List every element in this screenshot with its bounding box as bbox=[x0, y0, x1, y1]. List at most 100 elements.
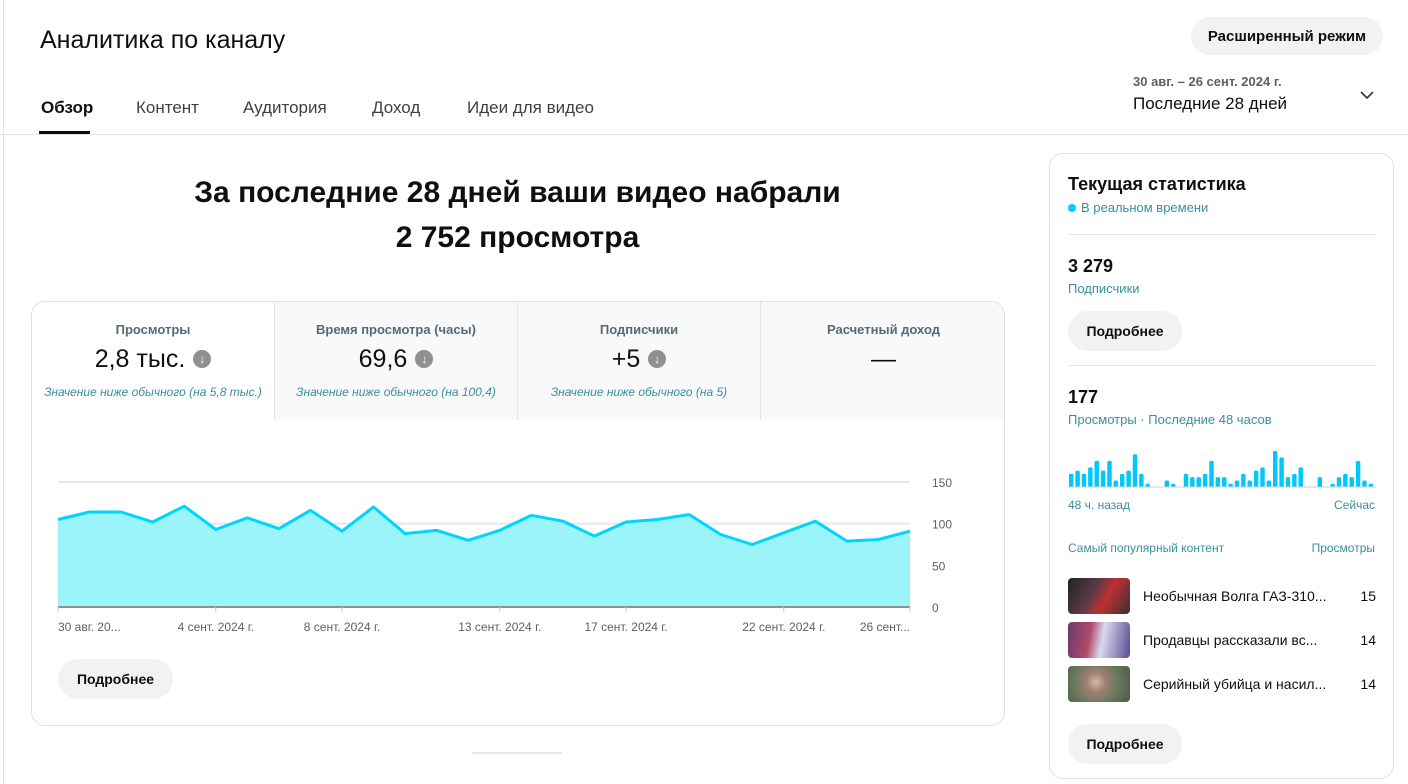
bar bbox=[1139, 473, 1144, 487]
tab-video-ideas[interactable]: Идеи для видео bbox=[467, 98, 594, 117]
views-48h-bar-chart bbox=[1068, 451, 1376, 488]
overview-card: Просмотры 2,8 тыс. ↓ Значение ниже обычно… bbox=[31, 301, 1005, 726]
metric-value: — bbox=[871, 344, 896, 373]
metric-watch-time[interactable]: Время просмотра (часы) 69,6 ↓ Значение ни… bbox=[275, 302, 518, 420]
more-button[interactable]: Подробнее bbox=[58, 659, 173, 699]
bar bbox=[1132, 454, 1138, 487]
bar bbox=[1273, 451, 1278, 487]
date-range[interactable]: 30 авг. – 26 сент. 2024 г. bbox=[1133, 74, 1282, 89]
bar-xlabel-left: 48 ч. назад bbox=[1068, 498, 1130, 512]
realtime-panel: Текущая статистика В реальном времени 3 … bbox=[1049, 153, 1394, 779]
top-video-item[interactable]: Серийный убийца и насил... 14 bbox=[1068, 666, 1376, 702]
video-title[interactable]: Серийный убийца и насил... bbox=[1143, 676, 1327, 692]
bar bbox=[1336, 477, 1342, 487]
views-value: 177 bbox=[1068, 387, 1099, 407]
divider bbox=[1068, 365, 1375, 366]
bar bbox=[1209, 460, 1214, 487]
top-video-item[interactable]: Необычная Волга ГАЗ-310... 15 bbox=[1068, 578, 1376, 614]
bar bbox=[1164, 480, 1170, 487]
subscribers-more-button[interactable]: Подробнее bbox=[1068, 311, 1182, 351]
realtime-title: Текущая статистика bbox=[1068, 174, 1246, 194]
bar bbox=[1362, 480, 1367, 487]
bar bbox=[1222, 477, 1227, 487]
bar bbox=[1196, 477, 1201, 487]
metric-value: 2,8 тыс. bbox=[94, 344, 186, 373]
metric-views[interactable]: Просмотры 2,8 тыс. ↓ Значение ниже обычно… bbox=[32, 302, 275, 420]
y-tick-label: 150 bbox=[932, 476, 952, 490]
subscribers-label: Подписчики bbox=[1068, 281, 1140, 296]
x-tick-label: 13 сент. 2024 г. bbox=[458, 620, 541, 634]
bar bbox=[1228, 483, 1233, 487]
bar bbox=[1183, 473, 1189, 487]
video-title[interactable]: Необычная Волга ГАЗ-310... bbox=[1143, 588, 1327, 604]
bar bbox=[1100, 470, 1106, 487]
bar bbox=[1292, 473, 1297, 487]
bar bbox=[1202, 473, 1208, 487]
bar bbox=[1355, 460, 1361, 487]
subscribers-value: 3 279 bbox=[1068, 256, 1114, 276]
metric-subscribers[interactable]: Подписчики +5 ↓ Значение ниже обычного (н… bbox=[518, 302, 761, 420]
metric-label: Просмотры bbox=[115, 322, 191, 337]
tab-overview[interactable]: Обзор bbox=[41, 98, 94, 117]
bar bbox=[1107, 460, 1112, 487]
arrow-down-icon: ↓ bbox=[415, 350, 434, 368]
bar bbox=[1190, 477, 1195, 487]
scrollbar[interactable] bbox=[472, 752, 562, 754]
headline: За последние 28 дней ваши видео набрали … bbox=[30, 170, 1005, 260]
divider bbox=[3, 0, 4, 784]
live-indicator: В реальном времени bbox=[1068, 200, 1208, 215]
bar bbox=[1145, 483, 1150, 487]
active-tab-indicator bbox=[39, 131, 90, 134]
metric-label: Подписчики bbox=[599, 322, 679, 337]
x-tick-label: 8 сент. 2024 г. bbox=[304, 620, 380, 634]
metric-value: +5 bbox=[611, 344, 641, 373]
metric-revenue[interactable]: Расчетный доход — bbox=[761, 302, 1004, 420]
bar bbox=[1298, 467, 1303, 487]
arrow-down-icon: ↓ bbox=[193, 350, 212, 368]
video-title[interactable]: Продавцы рассказали вс... bbox=[1143, 632, 1318, 648]
x-tick-label: 17 сент. 2024 г. bbox=[584, 620, 667, 634]
bar bbox=[1247, 480, 1252, 487]
area-fill bbox=[58, 506, 910, 607]
bar bbox=[1241, 473, 1246, 487]
video-views: 14 bbox=[1360, 632, 1376, 648]
bar bbox=[1113, 480, 1119, 487]
advanced-mode-button[interactable]: Расширенный режим bbox=[1191, 17, 1383, 55]
bar bbox=[1171, 483, 1176, 487]
live-dot-icon bbox=[1068, 203, 1076, 212]
tab-audience[interactable]: Аудитория bbox=[243, 98, 327, 117]
arrow-down-icon: ↓ bbox=[648, 350, 667, 368]
period-select[interactable]: Последние 28 дней bbox=[1133, 94, 1288, 113]
tab-revenue[interactable]: Доход bbox=[372, 98, 421, 117]
y-tick-label: 50 bbox=[932, 559, 946, 573]
bar-xlabel-right: Сейчас bbox=[1334, 498, 1375, 512]
bar bbox=[1094, 460, 1099, 487]
video-thumbnail[interactable] bbox=[1068, 622, 1130, 658]
bar bbox=[1368, 483, 1374, 487]
top-video-item[interactable]: Продавцы рассказали вс... 14 bbox=[1068, 622, 1376, 658]
bar bbox=[1330, 483, 1335, 487]
metric-note: Значение ниже обычного (на 5) bbox=[550, 385, 728, 399]
chevron-down-icon[interactable] bbox=[1358, 86, 1376, 104]
bar bbox=[1317, 477, 1323, 487]
bar bbox=[1279, 457, 1284, 487]
bar bbox=[1343, 473, 1348, 487]
bar bbox=[1234, 480, 1240, 487]
header-divider bbox=[0, 134, 1408, 135]
bar bbox=[1069, 473, 1074, 487]
y-tick-label: 100 bbox=[932, 518, 952, 532]
views-label: Просмотры · Последние 48 часов bbox=[1068, 412, 1272, 427]
bar bbox=[1075, 470, 1080, 487]
bar bbox=[1253, 470, 1259, 487]
top-content-header: Самый популярный контент bbox=[1068, 541, 1225, 555]
video-thumbnail[interactable] bbox=[1068, 666, 1130, 702]
x-tick-label: 26 сент... bbox=[860, 620, 910, 634]
tab-content[interactable]: Контент bbox=[136, 98, 199, 117]
series-line bbox=[57, 504, 911, 546]
x-tick-label: 30 авг. 20... bbox=[58, 620, 121, 634]
top-content-more-button[interactable]: Подробнее bbox=[1068, 724, 1182, 764]
video-thumbnail[interactable] bbox=[1068, 578, 1130, 614]
bar bbox=[1081, 473, 1087, 487]
video-views: 15 bbox=[1360, 588, 1376, 604]
bar bbox=[1285, 477, 1291, 487]
